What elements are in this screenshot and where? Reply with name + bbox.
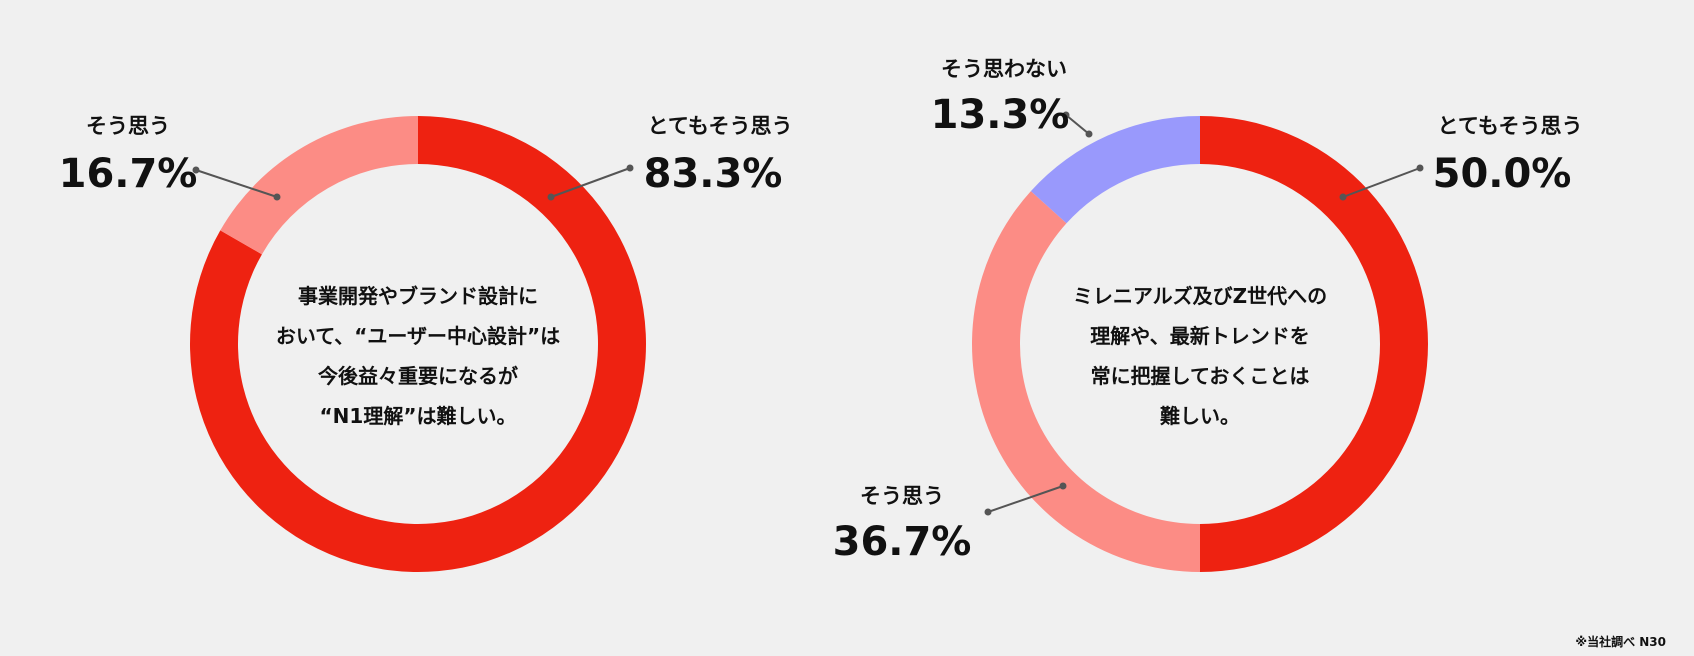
chart1-center-line-2: おいて、“ユーザー中心設計”は (276, 324, 560, 348)
donut-chart-2: ミレニアルズ及びZ世代への 理解や、最新トレンドを 常に把握しておくことは 難し… (833, 57, 1583, 573)
chart2-leader-line-2 (1065, 114, 1090, 135)
chart1-leader-dot-0-1 (626, 164, 634, 172)
chart1-center-text: 事業開発やブランド設計に おいて、“ユーザー中心設計”は 今後益々重要になるが … (276, 284, 560, 428)
chart1-slice-1 (220, 115, 418, 255)
chart2-slices (972, 116, 1428, 573)
chart1-center-line-4: “N1理解”は難しい。 (320, 404, 517, 428)
chart2-leader-dot-2-1 (1062, 111, 1070, 119)
chart1-value-very-agree: 83.3% (644, 151, 783, 197)
chart2-slice-0 (1200, 116, 1428, 572)
chart2-label-very-agree: とてもそう思う (1438, 114, 1583, 138)
chart2-center-line-4: 難しい。 (1160, 404, 1240, 428)
chart1-label-very-agree: とてもそう思う (648, 114, 793, 138)
chart2-leader-dot-0-0 (1339, 193, 1347, 201)
chart2-center-line-3: 常に把握しておくことは (1091, 364, 1310, 388)
chart2-value-very-agree: 50.0% (1433, 151, 1572, 197)
chart2-value-disagree: 13.3% (931, 92, 1070, 138)
chart2-leader-line-1 (987, 485, 1064, 513)
chart2-leader-line-0 (1342, 167, 1421, 198)
donut-chart-1: 事業開発やブランド設計に おいて、“ユーザー中心設計”は 今後益々重要になるが … (59, 114, 793, 572)
chart1-center-line-3: 今後益々重要になるが (318, 364, 518, 388)
chart1-leader-line-1 (195, 169, 278, 198)
chart2-slice-1 (972, 191, 1200, 573)
chart2-label-agree: そう思う (860, 484, 944, 508)
source-footnote: ※当社調べ N30 (1575, 635, 1666, 649)
chart1-leader-dot-0-0 (547, 193, 555, 201)
chart2-center-line-2: 理解や、最新トレンドを (1090, 324, 1309, 348)
chart2-center-text: ミレニアルズ及びZ世代への 理解や、最新トレンドを 常に把握しておくことは 難し… (1073, 284, 1327, 428)
chart2-leader-dot-0-1 (1416, 164, 1424, 172)
chart2-slice-2 (1030, 116, 1200, 224)
chart1-value-agree: 16.7% (59, 151, 198, 197)
chart1-leader-dot-1-1 (192, 166, 200, 174)
chart1-leader-line-0 (550, 167, 631, 198)
chart1-center-line-1: 事業開発やブランド設計に (298, 284, 538, 308)
chart2-leader-dot-1-0 (1059, 482, 1067, 490)
chart2-label-disagree: そう思わない (941, 57, 1067, 81)
chart2-leader-dot-2-0 (1085, 130, 1093, 138)
chart2-value-agree: 36.7% (833, 519, 972, 565)
chart1-leaders (192, 164, 634, 201)
chart2-leader-dot-1-1 (984, 508, 992, 516)
chart2-leaders (984, 111, 1424, 516)
chart2-center-line-1: ミレニアルズ及びZ世代への (1073, 284, 1327, 308)
chart1-leader-dot-1-0 (273, 193, 281, 201)
chart1-label-agree: そう思う (86, 114, 170, 138)
chart1-slices (189, 115, 647, 572)
